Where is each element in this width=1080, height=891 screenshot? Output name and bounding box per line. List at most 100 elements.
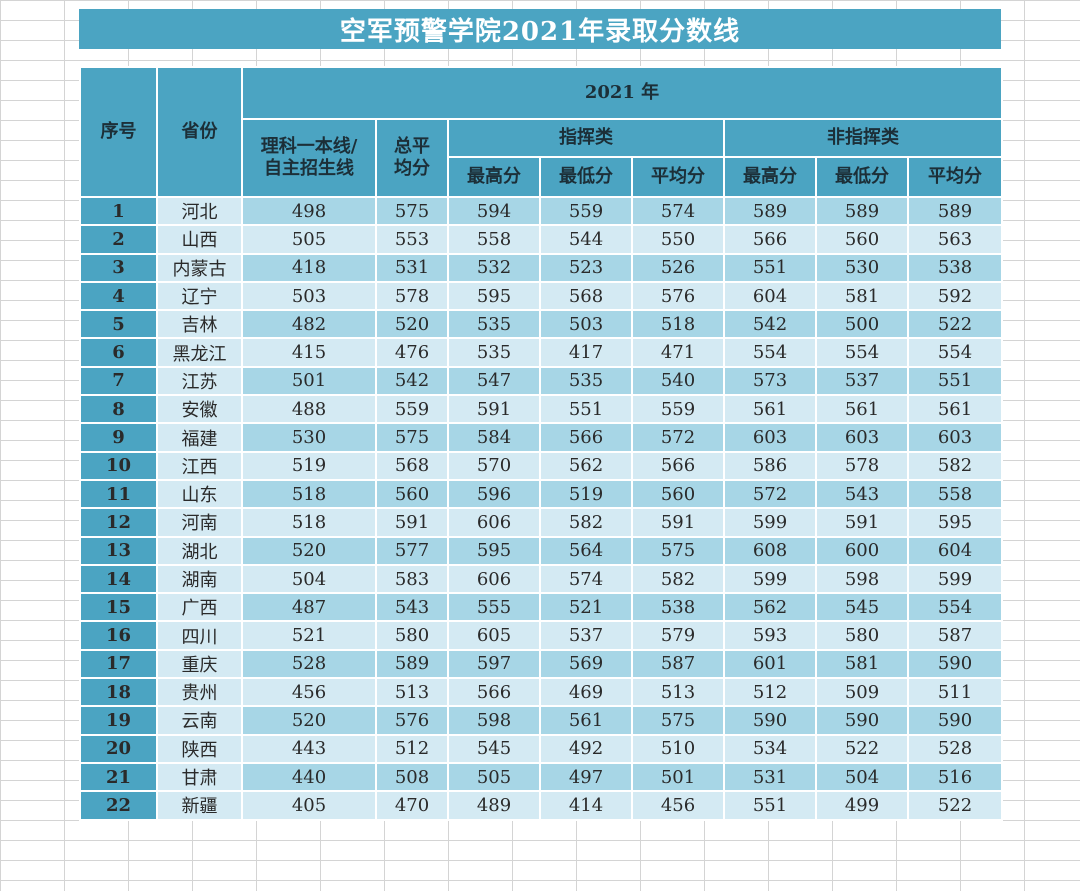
header-total-average: 总平 均分 [375, 118, 449, 198]
row-noncommand-avg-cell: 604 [907, 535, 1003, 566]
row-total-average-cell: 512 [375, 733, 449, 764]
row-score-line-cell: 487 [241, 592, 377, 623]
row-noncommand-avg-cell: 590 [907, 648, 1003, 680]
row-command-avg-cell: 591 [631, 507, 725, 538]
row-province-cell: 辽宁 [156, 280, 243, 312]
row-total-average-cell: 513 [375, 677, 449, 708]
row-score-line-cell: 520 [241, 705, 377, 736]
row-command-max-cell: 606 [447, 563, 541, 595]
row-noncommand-avg-cell: 554 [907, 337, 1003, 368]
row-command-avg-cell: 576 [631, 280, 725, 312]
row-command-avg-cell: 587 [631, 648, 725, 680]
header-year: 2021 年 [241, 66, 1003, 120]
row-noncommand-max-cell: 590 [723, 705, 817, 736]
row-seq-cell: 20 [79, 733, 158, 764]
row-noncommand-max-cell: 554 [723, 337, 817, 368]
row-noncommand-min-cell: 589 [815, 195, 909, 227]
row-noncommand-max-cell: 542 [723, 309, 817, 340]
row-total-average-cell: 543 [375, 592, 449, 623]
row-total-average-cell: 591 [375, 507, 449, 538]
row-total-average-cell: 580 [375, 620, 449, 651]
header-total-average-top: 总平 [394, 136, 430, 157]
row-total-average-cell: 583 [375, 563, 449, 595]
table-row: 1 河北 498 575 594 559 574 589 589 589 [79, 195, 1003, 227]
row-command-max-cell: 596 [447, 478, 541, 510]
row-noncommand-avg-cell: 551 [907, 365, 1003, 397]
row-command-min-cell: 574 [539, 563, 633, 595]
row-seq-cell: 3 [79, 252, 158, 283]
table-row: 17 重庆 528 589 597 569 587 601 581 590 [79, 648, 1003, 680]
row-command-max-cell: 532 [447, 252, 541, 283]
row-command-avg-cell: 574 [631, 195, 725, 227]
row-total-average-cell: 577 [375, 535, 449, 566]
row-noncommand-min-cell: 600 [815, 535, 909, 566]
table-row: 6 黑龙江 415 476 535 417 471 554 554 554 [79, 337, 1003, 368]
row-seq-cell: 7 [79, 365, 158, 397]
row-command-avg-cell: 560 [631, 478, 725, 510]
row-command-avg-cell: 471 [631, 337, 725, 368]
row-noncommand-avg-cell: 528 [907, 733, 1003, 764]
row-seq-cell: 19 [79, 705, 158, 736]
row-command-min-cell: 414 [539, 790, 633, 821]
header-command-avg: 平均分 [631, 156, 725, 198]
row-seq-cell: 16 [79, 620, 158, 651]
row-noncommand-avg-cell: 582 [907, 450, 1003, 481]
table-row: 2 山西 505 553 558 544 550 566 560 563 [79, 224, 1003, 255]
table-row: 4 辽宁 503 578 595 568 576 604 581 592 [79, 280, 1003, 312]
row-province-cell: 湖北 [156, 535, 243, 566]
row-total-average-cell: 589 [375, 648, 449, 680]
row-noncommand-max-cell: 573 [723, 365, 817, 397]
row-command-avg-cell: 582 [631, 563, 725, 595]
header-score-line: 理科一本线/ 自主招生线 [241, 118, 377, 198]
row-command-min-cell: 535 [539, 365, 633, 397]
row-command-min-cell: 569 [539, 648, 633, 680]
row-seq-cell: 14 [79, 563, 158, 595]
row-command-min-cell: 519 [539, 478, 633, 510]
row-noncommand-max-cell: 562 [723, 592, 817, 623]
header-noncommand-max: 最高分 [723, 156, 817, 198]
row-province-cell: 黑龙江 [156, 337, 243, 368]
row-noncommand-avg-cell: 516 [907, 761, 1003, 793]
row-total-average-cell: 531 [375, 252, 449, 283]
row-province-cell: 河南 [156, 507, 243, 538]
row-noncommand-min-cell: 500 [815, 309, 909, 340]
row-command-avg-cell: 510 [631, 733, 725, 764]
row-command-avg-cell: 538 [631, 592, 725, 623]
row-command-max-cell: 594 [447, 195, 541, 227]
header-command-group: 指挥类 [447, 118, 725, 158]
row-command-min-cell: 523 [539, 252, 633, 283]
row-noncommand-max-cell: 599 [723, 563, 817, 595]
row-command-avg-cell: 501 [631, 761, 725, 793]
row-province-cell: 湖南 [156, 563, 243, 595]
row-total-average-cell: 542 [375, 365, 449, 397]
row-noncommand-avg-cell: 511 [907, 677, 1003, 708]
row-province-cell: 内蒙古 [156, 252, 243, 283]
row-command-max-cell: 570 [447, 450, 541, 481]
row-score-line-cell: 443 [241, 733, 377, 764]
row-command-max-cell: 489 [447, 790, 541, 821]
row-score-line-cell: 440 [241, 761, 377, 793]
row-command-avg-cell: 526 [631, 252, 725, 283]
row-seq-cell: 10 [79, 450, 158, 481]
row-noncommand-max-cell: 566 [723, 224, 817, 255]
row-total-average-cell: 575 [375, 195, 449, 227]
row-noncommand-min-cell: 560 [815, 224, 909, 255]
row-seq-cell: 12 [79, 507, 158, 538]
row-command-max-cell: 591 [447, 394, 541, 425]
row-noncommand-avg-cell: 603 [907, 422, 1003, 453]
table-row: 3 内蒙古 418 531 532 523 526 551 530 538 [79, 252, 1003, 283]
row-total-average-cell: 508 [375, 761, 449, 793]
row-command-max-cell: 598 [447, 705, 541, 736]
row-score-line-cell: 518 [241, 507, 377, 538]
row-noncommand-avg-cell: 592 [907, 280, 1003, 312]
table-row: 16 四川 521 580 605 537 579 593 580 587 [79, 620, 1003, 651]
table-body: 1 河北 498 575 594 559 574 589 589 589 2 山西 505 553 558 5… [79, 195, 1003, 821]
row-noncommand-min-cell: 499 [815, 790, 909, 821]
row-score-line-cell: 518 [241, 478, 377, 510]
row-noncommand-min-cell: 537 [815, 365, 909, 397]
row-noncommand-min-cell: 561 [815, 394, 909, 425]
row-total-average-cell: 559 [375, 394, 449, 425]
row-seq-cell: 4 [79, 280, 158, 312]
row-score-line-cell: 482 [241, 309, 377, 340]
row-noncommand-min-cell: 543 [815, 478, 909, 510]
